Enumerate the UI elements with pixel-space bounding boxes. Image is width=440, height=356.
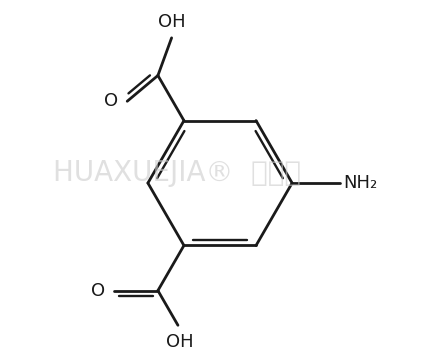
Text: OH: OH	[166, 333, 194, 351]
Text: HUAXUEJIA®  化学加: HUAXUEJIA® 化学加	[53, 159, 301, 187]
Text: OH: OH	[158, 13, 185, 31]
Text: O: O	[91, 282, 105, 300]
Text: NH₂: NH₂	[343, 174, 378, 192]
Text: O: O	[104, 92, 118, 110]
